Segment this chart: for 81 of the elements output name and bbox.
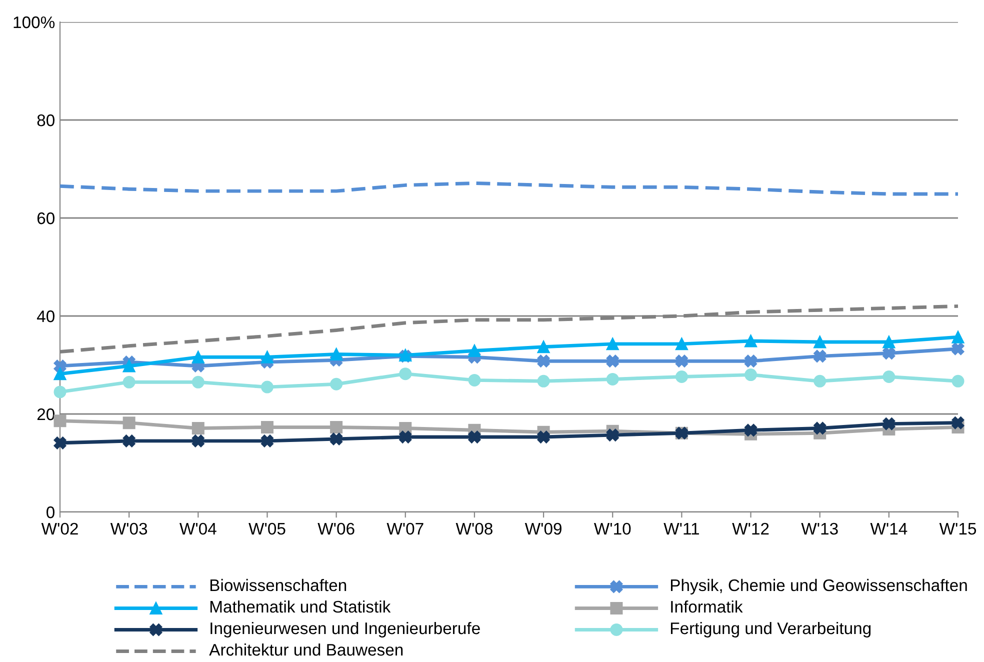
point: [192, 350, 204, 364]
point: [675, 370, 688, 384]
y-tick-label: 40: [36, 310, 54, 322]
legend-label: Fertigung und Verarbeitung: [670, 622, 871, 638]
point: [814, 336, 826, 348]
point: [882, 346, 896, 360]
point: [744, 334, 758, 348]
point: [468, 430, 481, 444]
point: [606, 354, 619, 368]
point: [882, 418, 896, 430]
point: [537, 430, 550, 444]
point: [952, 416, 964, 430]
point: [260, 380, 274, 394]
x-tick-label: W'02: [41, 522, 78, 535]
y-tick-label: 60: [37, 212, 54, 224]
x-tick-label: W'09: [524, 522, 562, 535]
point: [606, 428, 619, 442]
point: [537, 374, 550, 388]
point: [122, 434, 136, 448]
y-tick-label: 80: [37, 114, 54, 126]
point: [192, 376, 204, 388]
y-tick-label: 0: [46, 506, 54, 518]
x-tick-label: W'11: [664, 523, 699, 534]
point: [468, 374, 481, 386]
point: [330, 432, 343, 446]
point: [814, 350, 826, 362]
point: [330, 348, 343, 360]
point: [537, 354, 550, 368]
point: [952, 374, 964, 388]
point: [814, 374, 826, 388]
legend-label: Architektur und Bauwesen: [209, 643, 403, 656]
point: [330, 420, 343, 434]
point: [744, 368, 758, 382]
point: [54, 360, 66, 372]
x-tick-label: W'14: [870, 523, 908, 534]
point: [882, 336, 896, 348]
point: [537, 340, 550, 354]
point: [814, 422, 826, 434]
legend-label: Biowissenschaften: [210, 578, 346, 592]
x-tick-label: W'15: [939, 523, 976, 535]
point: [744, 354, 758, 368]
point: [192, 422, 204, 434]
point: [675, 338, 688, 350]
line-series: [58, 181, 960, 196]
point: [675, 354, 688, 368]
point: [952, 342, 964, 356]
x-tick-label: W'08: [456, 522, 492, 535]
point: [54, 386, 66, 398]
point: [122, 360, 136, 372]
x-tick-label: W'07: [386, 522, 424, 535]
x-tick-label: W'06: [318, 522, 354, 535]
point: [260, 434, 274, 448]
point: [122, 376, 136, 388]
point: [330, 378, 343, 390]
point: [54, 414, 66, 428]
point: [882, 370, 896, 384]
point: [192, 434, 204, 448]
point: [744, 424, 758, 436]
legend-label: Mathematik und Statistik: [210, 600, 391, 613]
y-tick-label: 100%: [14, 16, 55, 28]
point: [260, 420, 274, 434]
x-tick-label: W'10: [594, 522, 631, 535]
legend-label: Informatik: [671, 600, 743, 613]
point: [54, 368, 66, 380]
point: [399, 368, 412, 380]
point: [606, 338, 619, 350]
point: [606, 372, 619, 386]
x-tick-label: W'05: [248, 522, 286, 535]
point: [54, 436, 66, 450]
x-tick-label: W'13: [801, 522, 838, 535]
point: [122, 416, 136, 430]
point: [468, 344, 481, 358]
point: [260, 350, 274, 364]
x-tick-label: W'04: [180, 522, 216, 535]
y-tick-label: 20: [37, 408, 54, 420]
legend-label: Ingenieurwesen und Ingenieurberufe: [210, 622, 480, 638]
x-tick-label: W'12: [732, 522, 769, 534]
x-tick-label: W'03: [110, 522, 148, 535]
legend-label: Physik, Chemie und Geowissenschaften: [670, 578, 967, 594]
point: [399, 430, 412, 444]
point: [952, 330, 964, 344]
